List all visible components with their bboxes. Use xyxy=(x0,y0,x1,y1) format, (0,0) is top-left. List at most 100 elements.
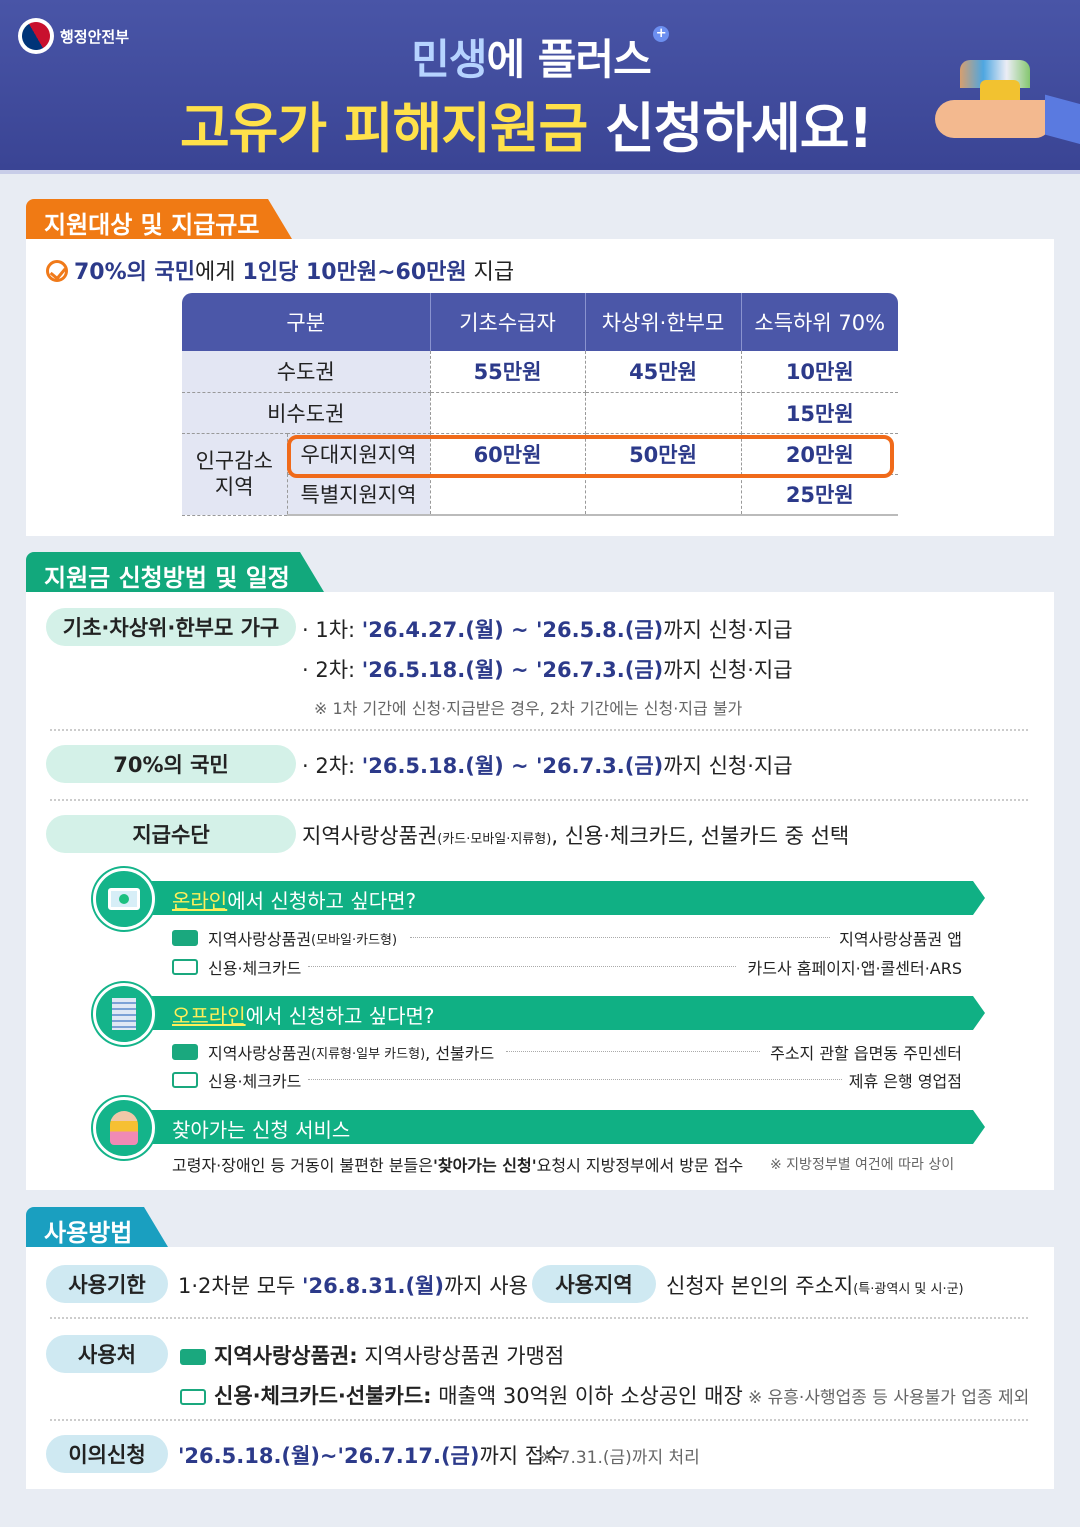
divider xyxy=(50,1419,1028,1421)
desc-b: 요청시 지방정부에서 방문 접수 xyxy=(536,1156,744,1175)
offline-item-card: 신용·체크카드 xyxy=(172,1068,301,1092)
person-shape xyxy=(110,1111,138,1145)
prefix: · 2차: xyxy=(302,658,362,682)
table-header-row: 구분 기초수급자 차상위·한부모 소득하위 70% xyxy=(182,293,898,351)
summary-plain-1: 에게 xyxy=(195,260,243,285)
check-circle-icon xyxy=(46,260,68,282)
title-highlight: 민생 xyxy=(411,35,487,84)
date: '26.8.31.(월) xyxy=(302,1274,444,1298)
row-label: 특별지원지역 xyxy=(287,474,431,516)
leader-dots xyxy=(506,1051,760,1052)
table-cell: 55만원 xyxy=(430,351,586,393)
pill-objection: 이의신청 xyxy=(46,1435,168,1473)
leader-dots xyxy=(410,937,830,938)
suffix: 까지 신청·지급 xyxy=(663,658,793,682)
desc-a: 고령자·장애인 등 거동이 불편한 분들은 xyxy=(172,1156,433,1175)
date-range: '26.4.27.(월) ~ '26.5.8.(금) xyxy=(361,618,664,642)
section-tab-eligibility: 지원대상 및 지급규모 xyxy=(26,199,292,239)
suffix: 까지 신청·지급 xyxy=(663,754,793,778)
group-label-line-2: 지역 xyxy=(214,475,254,499)
gift-card-icon xyxy=(180,1349,206,1365)
section-tab-usage: 사용방법 xyxy=(26,1207,168,1247)
eligibility-summary: 70%의 국민에게 1인당 10만원~60만원 지급 xyxy=(46,254,514,286)
usage-place-note: ※ 유흥·사행업종 등 사용불가 업종 제외 xyxy=(748,1388,1030,1408)
item-label: 지역사랑상품권 xyxy=(208,930,312,949)
divider xyxy=(50,1317,1028,1319)
table-cell: 15만원 xyxy=(741,392,898,434)
table-cell: 10만원 xyxy=(741,351,898,393)
wheelchair-person-icon xyxy=(93,1097,155,1159)
bold-label: 신용·체크카드·선불카드: xyxy=(214,1384,432,1408)
row-label: 비수도권 xyxy=(182,392,431,434)
table-cell: 60만원 xyxy=(430,433,586,475)
leader-dots xyxy=(308,966,736,967)
payment-means-text: 지역사랑상품권(카드·모바일·지류형), 신용·체크카드, 선불카드 중 선택 xyxy=(302,820,849,850)
text-b: , 신용·체크카드, 선불카드 중 선택 xyxy=(551,824,850,848)
building-shape xyxy=(112,998,136,1030)
prefix: · 2차: xyxy=(302,754,362,778)
bar-highlight: 온라인 xyxy=(172,889,228,913)
prefix: · 1차: xyxy=(302,618,362,642)
table-row-highlighted: 인구감소 지역 우대지원지역 60만원 50만원 20만원 xyxy=(182,433,898,516)
pill-usage-place: 사용처 xyxy=(46,1335,168,1373)
usage-period-text: 1·2차분 모두 '26.8.31.(월)까지 사용 xyxy=(178,1270,528,1300)
row-label: 우대지원지역 xyxy=(287,433,431,475)
item-label-small: (지류형·일부 카드형) xyxy=(311,1046,426,1062)
text: 매출액 30억원 이하 소상공인 매장 xyxy=(431,1384,743,1408)
pill-usage-region: 사용지역 xyxy=(532,1265,656,1303)
offline-application-bar: 오프라인에서 신청하고 싶다면? xyxy=(150,996,985,1030)
monitor-shape xyxy=(108,888,140,910)
text-small: (카드·모바일·지류형) xyxy=(437,832,552,847)
desc-bold: '찾아가는 신청' xyxy=(432,1156,537,1175)
online-item-voucher: 지역사랑상품권 (모바일·카드형) xyxy=(172,926,397,950)
column-header: 차상위·한부모 xyxy=(585,293,742,351)
pill-payment-means: 지급수단 xyxy=(46,815,296,853)
table-row: 수도권 55만원 45만원 10만원 xyxy=(182,351,898,393)
suffix: 까지 신청·지급 xyxy=(663,618,793,642)
column-header: 소득하위 70% xyxy=(741,293,898,351)
hand-with-coins-illustration xyxy=(935,60,1080,150)
summary-bold-1: 70%의 국민 xyxy=(74,260,196,285)
text-a: 1·2차분 모두 xyxy=(178,1274,303,1298)
summary-plain-2: 지급 xyxy=(466,260,515,285)
table-row: 특별지원지역 25만원 xyxy=(182,474,898,516)
text-b: 까지 사용 xyxy=(443,1274,528,1298)
table-cell xyxy=(430,392,586,434)
usage-place-voucher: 지역사랑상품권: 지역사랑상품권 가맹점 xyxy=(180,1340,564,1370)
table-cell: 25만원 xyxy=(741,474,898,516)
ministry-name: 행정안전부 xyxy=(60,27,130,46)
ministry-logo: 행정안전부 xyxy=(18,18,129,54)
schedule-70pct: · 2차: '26.5.18.(월) ~ '26.7.3.(금)까지 신청·지급 xyxy=(302,750,793,780)
text: 까지 접수 xyxy=(479,1444,564,1468)
usage-place-card: 신용·체크카드·선불카드: 매출액 30억원 이하 소상공인 매장 xyxy=(180,1380,743,1410)
date-range: '26.5.18.(월) ~ '26.7.3.(금) xyxy=(361,658,664,682)
objection-text: '26.5.18.(월)~'26.7.17.(금)까지 접수 xyxy=(178,1440,563,1470)
monitor-check-icon xyxy=(93,868,155,930)
pill-basic-households: 기초·차상위·한부모 가구 xyxy=(46,608,296,646)
date-range: '26.5.18.(월) ~ '26.7.3.(금) xyxy=(361,754,664,778)
objection-note: ※ 7.31.(금)까지 처리 xyxy=(540,1448,700,1468)
schedule-note: ※ 1차 기간에 신청·지급받은 경우, 2차 기간에는 신청·지급 불가 xyxy=(314,699,743,718)
plus-icon: + xyxy=(652,26,669,42)
section-tab-application: 지원금 신청방법 및 일정 xyxy=(26,552,324,592)
online-item-card-channel: 카드사 홈페이지·앱·콜센터·ARS xyxy=(747,959,962,978)
table-cell: 20만원 xyxy=(741,433,898,475)
gift-card-icon xyxy=(172,930,198,946)
title-rest: 에 플러스 xyxy=(486,35,652,84)
table-cell: 50만원 xyxy=(585,433,742,475)
summary-bold-2: 1인당 10만원~60만원 xyxy=(242,260,467,285)
highlight-outline xyxy=(287,435,894,478)
table-row: 비수도권 15만원 xyxy=(182,392,898,434)
gift-card-icon xyxy=(172,1044,198,1060)
table-cell: 45만원 xyxy=(585,351,742,393)
group-label: 인구감소 지역 xyxy=(182,433,288,516)
bar-highlight: 오프라인 xyxy=(172,1004,246,1028)
divider xyxy=(50,799,1028,801)
online-item-card: 신용·체크카드 xyxy=(172,955,301,979)
bar-title: 에서 신청하고 싶다면? xyxy=(227,889,417,913)
group-label-line-1: 인구감소 xyxy=(195,449,273,473)
pill-usage-period: 사용기한 xyxy=(46,1265,168,1303)
title-highlight-2: 고유가 피해지원금 xyxy=(180,97,588,160)
table-cell xyxy=(585,474,742,516)
credit-card-icon xyxy=(180,1389,206,1405)
